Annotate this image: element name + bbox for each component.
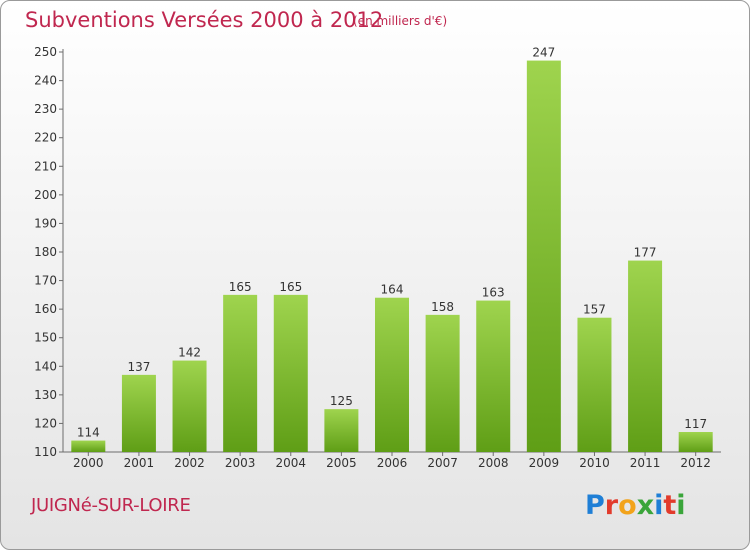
bar-2003 — [223, 294, 258, 452]
bar-2004 — [273, 294, 308, 452]
x-tick-label-2004: 2004 — [275, 456, 306, 470]
y-tick-label: 140 — [34, 359, 57, 373]
y-tick-label: 240 — [34, 74, 57, 88]
data-label-2010: 157 — [583, 303, 606, 317]
y-tick-label: 210 — [34, 159, 57, 173]
x-tick-label-2011: 2011 — [630, 456, 661, 470]
data-label-2000: 114 — [77, 426, 100, 440]
data-label-2002: 142 — [178, 346, 201, 360]
data-label-2008: 163 — [482, 286, 505, 300]
bar-2008 — [476, 300, 511, 452]
y-tick-label: 250 — [34, 45, 57, 59]
x-tick-label-2012: 2012 — [680, 456, 711, 470]
logo-letter: x — [636, 490, 655, 521]
logo-letter: o — [618, 490, 637, 521]
x-tick-label-2009: 2009 — [529, 456, 560, 470]
x-tick-label-2000: 2000 — [73, 456, 104, 470]
y-tick-label: 120 — [34, 416, 57, 430]
bar-2007 — [425, 314, 460, 452]
bar-2009 — [526, 60, 561, 452]
proxiti-logo: Proxiti — [585, 490, 686, 521]
bar-2010 — [577, 317, 612, 452]
data-label-2004: 165 — [279, 280, 302, 294]
bar-2006 — [375, 297, 409, 452]
logo-letter: r — [604, 490, 619, 521]
x-tick-label-2001: 2001 — [124, 456, 155, 470]
logo-letter: P — [585, 490, 605, 521]
logo-letter: t — [663, 490, 677, 521]
y-tick-label: 150 — [34, 331, 57, 345]
data-label-2007: 158 — [431, 300, 454, 314]
data-label-2011: 177 — [634, 246, 657, 260]
x-tick-label-2006: 2006 — [377, 456, 408, 470]
chart-subtitle: (en milliers d'€) — [353, 14, 448, 28]
chart-title: Subventions Versées 2000 à 2012 — [25, 8, 384, 32]
bar-2001 — [121, 374, 156, 452]
x-tick-label-2008: 2008 — [478, 456, 509, 470]
y-tick-label: 110 — [34, 445, 57, 459]
y-tick-label: 220 — [34, 131, 57, 145]
x-tick-label-2007: 2007 — [427, 456, 458, 470]
bar-2002 — [172, 360, 207, 452]
commune-name: JUIGNé-SUR-LOIRE — [31, 495, 191, 516]
y-tick-label: 160 — [34, 302, 57, 316]
data-label-2005: 125 — [330, 394, 353, 408]
data-label-2003: 165 — [229, 280, 252, 294]
data-label-2006: 164 — [381, 283, 404, 297]
data-label-2001: 137 — [127, 360, 150, 374]
bar-2005 — [324, 409, 359, 452]
x-tick-label-2005: 2005 — [326, 456, 357, 470]
x-tick-label-2003: 2003 — [225, 456, 256, 470]
y-tick-label: 200 — [34, 188, 57, 202]
bar-2012 — [678, 432, 713, 452]
bar-2011 — [628, 260, 663, 452]
y-tick-label: 230 — [34, 102, 57, 116]
y-tick-label: 130 — [34, 388, 57, 402]
x-tick-label-2010: 2010 — [579, 456, 610, 470]
y-tick-label: 180 — [34, 245, 57, 259]
data-label-2009: 247 — [532, 46, 555, 60]
logo-letter: i — [654, 490, 664, 521]
x-tick-label-2002: 2002 — [174, 456, 205, 470]
bar-2000 — [71, 440, 106, 452]
y-tick-label: 170 — [34, 274, 57, 288]
data-label-2012: 117 — [684, 417, 707, 431]
logo-letter: i — [676, 490, 686, 521]
y-tick-label: 190 — [34, 216, 57, 230]
